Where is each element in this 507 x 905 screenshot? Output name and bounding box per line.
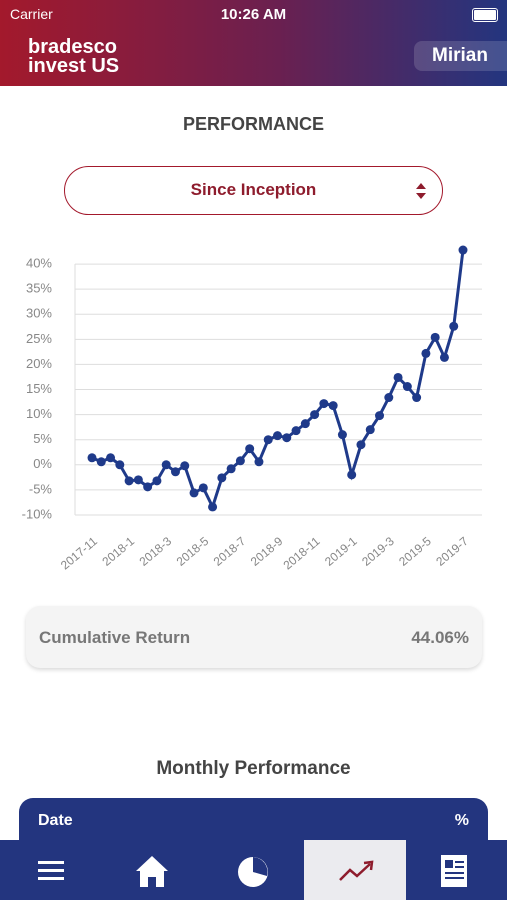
portfolio-tab[interactable] [236,855,270,889]
point [439,352,449,362]
tab-bar [0,840,507,900]
select-arrows [416,183,426,199]
y-tick-label: 30% [26,306,52,321]
point [384,393,394,403]
y-tick-label: 25% [26,331,52,346]
line [91,249,465,511]
point [208,502,218,512]
point [291,426,301,436]
point [133,475,143,485]
point [402,382,412,392]
point [161,460,171,470]
chart: -10%-5%0%5%10%15%20%25%30%35%40%2017-11 2… [22,245,482,573]
x-tick-label: 2019-7 [433,534,471,569]
point [106,453,116,463]
point [217,473,227,483]
point [143,482,153,492]
point [115,460,125,470]
point [365,425,375,435]
point [310,410,320,420]
top-bar [0,0,507,86]
x-tick-label: 2019-1 [322,534,360,569]
table-header: Date % [19,798,488,848]
x-tick-label: 2017-11 [58,534,100,573]
point [124,476,134,486]
point [430,332,440,342]
point [412,393,422,403]
x-tick-label: 2018-9 [248,534,286,569]
point [458,245,468,255]
user-button[interactable]: Mirian [414,41,507,71]
point [356,440,366,450]
y-tick-label: 10% [26,406,52,421]
point [421,348,431,358]
point [254,457,264,467]
column-percent: % [454,812,469,829]
menu-tab[interactable] [38,860,66,882]
summary-label: Cumulative Return [39,628,191,647]
y-tick-label: 35% [26,281,52,296]
logo-line2: invest US [28,55,120,77]
monthly-title: Monthly Performance [156,758,351,779]
x-tick-label: 2018-3 [137,534,175,569]
summary-card: Cumulative Return 44.06% [26,606,482,668]
x-tick-label: 2019-3 [359,534,397,569]
point [393,372,403,382]
summary-value: 44.06% [411,628,469,647]
carrier: Carrier [10,6,53,22]
point [328,401,338,411]
period-value: Since Inception [190,180,317,199]
point [235,456,245,466]
point [96,457,106,467]
point [375,411,385,421]
y-tick-label: 5% [33,431,52,446]
point [87,453,97,463]
point [152,476,162,486]
clock: 10:26 AM [220,6,287,23]
period-select[interactable]: Since Inception [64,166,443,215]
point [263,435,273,445]
y-tick-label: -5% [29,481,53,496]
point [198,483,208,493]
column-date: Date [38,812,73,829]
x-tick-label: 2018-1 [99,534,137,569]
point [449,321,459,331]
point [273,431,282,441]
point [300,419,310,429]
y-tick-label: -10% [22,506,53,521]
point [245,444,255,454]
point [170,467,180,477]
point [319,399,329,409]
y-tick-label: 15% [26,381,52,396]
point [189,488,199,498]
logo-line1: bradesco [28,36,117,58]
point [347,470,357,480]
home-tab[interactable] [134,854,170,888]
page-title: PERFORMANCE [182,114,324,134]
point [226,464,236,474]
y-tick-label: 20% [26,356,52,371]
point [282,433,292,443]
performance-tab[interactable] [304,840,406,900]
battery [472,8,498,22]
y-tick-label: 40% [26,256,52,271]
x-tick-label: 2018-11 [281,534,323,573]
point [337,430,347,440]
x-tick-label: 2019-5 [396,534,434,569]
point [180,461,190,471]
x-tick-label: 2018-5 [174,534,212,569]
news-tab[interactable] [440,854,472,888]
y-tick-label: 0% [33,456,52,471]
x-tick-label: 2018-7 [211,534,249,569]
